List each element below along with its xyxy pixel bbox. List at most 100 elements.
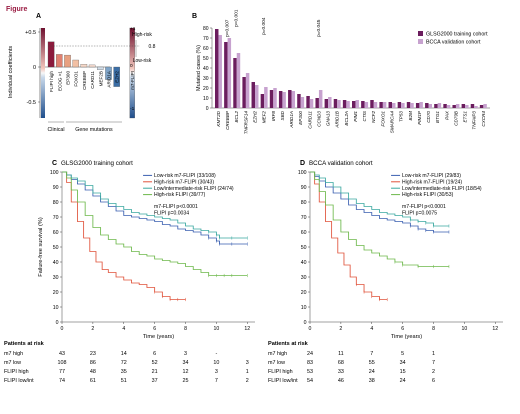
mutation-bar <box>392 103 396 108</box>
mutation-bar <box>236 53 241 108</box>
coefficient-bar <box>88 64 96 68</box>
gene-label: TP53 <box>399 111 404 122</box>
y-tick-label: 20 <box>203 86 209 92</box>
risk-table-header: Patients at risk <box>268 341 309 347</box>
y-tick-label: +0.5 <box>25 30 36 36</box>
mutation-bar <box>479 105 484 108</box>
mutation-bar <box>361 101 365 108</box>
colour-scale-bar <box>41 28 45 118</box>
x-tick-label: 12 <box>244 326 250 332</box>
category-label: EZH2 <box>115 71 120 83</box>
mutation-bar <box>300 97 305 108</box>
risk-table-value: 74 <box>59 378 65 384</box>
scale-top-label: High-risk <box>132 32 152 38</box>
mutation-bar <box>242 77 246 108</box>
scale-tick-label: 0 <box>130 63 133 69</box>
mutation-bar <box>342 100 347 108</box>
gene-label: CD79B <box>453 111 458 126</box>
mutation-bar <box>282 92 286 108</box>
mutation-bar <box>373 102 378 108</box>
mutation-bar <box>309 99 314 108</box>
y-tick-label: 20 <box>53 290 59 296</box>
gene-label: EP300 <box>298 111 303 125</box>
risk-table-row-label: m7 low <box>268 360 285 366</box>
mutation-bar <box>434 104 438 108</box>
coefficient-bar <box>56 54 63 68</box>
survival-curve <box>62 171 248 239</box>
y-tick-label: 0 <box>206 106 209 112</box>
mutation-bar <box>218 35 222 108</box>
mutation-bar <box>227 38 232 108</box>
risk-table-row-label: FLIPI high <box>268 369 293 375</box>
risk-table-value: 46 <box>338 378 344 384</box>
legend-label: BCCA validation cohort <box>426 40 481 46</box>
y-tick-label: 70 <box>301 215 307 221</box>
gene-label: NCF2 <box>371 111 376 123</box>
panel-a-coefficients: A +0.5 0 -0.5 Individual coefficients FLIPI h… <box>8 13 156 133</box>
mutation-bar <box>324 99 329 108</box>
legend-label: Low-risk m7-FLIPI (33/108) <box>154 173 216 179</box>
category-label: m7-FLIPI <box>130 71 135 90</box>
mutation-bar <box>483 104 487 108</box>
gene-label: BCL2 <box>234 111 239 123</box>
gene-label: ETS1 <box>463 111 468 123</box>
survival-curve <box>310 171 449 267</box>
mutation-bar <box>461 104 466 108</box>
y-tick-label: 0 <box>304 320 307 326</box>
risk-table-value: 83 <box>307 360 313 366</box>
risk-table-value: 33 <box>338 369 344 375</box>
panel-title: GLSG2000 training cohort <box>61 160 133 167</box>
mutation-bar <box>465 105 469 108</box>
y-tick-label: 60 <box>53 230 59 236</box>
mutation-bar <box>370 100 374 108</box>
panel-title: BCCA validation cohort <box>309 160 373 167</box>
gene-label: TNFAIP3 <box>472 111 477 130</box>
mutation-bar <box>269 90 274 108</box>
mutation-bar <box>346 101 350 108</box>
panel-label-a: A <box>36 13 41 20</box>
category-label: CARD11 <box>90 71 95 89</box>
gene-label: IRF8 <box>271 111 276 121</box>
y-tick-label: -0.5 <box>27 100 36 106</box>
mutation-bar <box>474 106 478 108</box>
y-tick-label: 0 <box>33 65 36 71</box>
gene-label: GNA13 <box>326 111 331 127</box>
gene-label: CCND3 <box>316 111 321 127</box>
risk-table-value: 10 <box>213 360 219 366</box>
y-tick-label: 50 <box>203 56 209 62</box>
risk-table-value: 21 <box>152 369 158 375</box>
mutation-bar <box>443 104 447 108</box>
x-tick-label: 0 <box>309 326 312 332</box>
p-value-annotation: p=0.004 <box>261 17 267 35</box>
risk-table-value: 77 <box>59 369 65 375</box>
coefficient-bar <box>64 54 71 68</box>
y-tick-label: 90 <box>301 185 307 191</box>
gene-label: EZH2 <box>253 111 258 123</box>
gene-label: BCL2A <box>344 111 349 126</box>
x-tick-label: 8 <box>184 326 187 332</box>
risk-table-value: 3 <box>184 351 187 357</box>
mutation-bar <box>355 100 359 108</box>
risk-table-value: 35 <box>121 369 127 375</box>
mutation-bar <box>328 97 332 108</box>
mutation-bar <box>425 103 429 108</box>
gene-label: KMT2D <box>216 110 221 126</box>
legend-swatch <box>418 39 423 44</box>
x-axis-label: Time (years) <box>143 334 174 340</box>
x-tick-label: 4 <box>370 326 373 332</box>
survival-curve <box>310 171 388 300</box>
category-label: FOXO1 <box>74 71 79 87</box>
risk-table-row-label: m7 high <box>4 351 23 357</box>
mutation-bar <box>428 104 433 108</box>
coefficient-bar <box>72 59 79 68</box>
mutation-bar <box>318 90 323 108</box>
risk-table-value: 1 <box>432 351 435 357</box>
legend-label: Low/intermediate-risk FLIPI (24/74) <box>154 186 234 192</box>
gene-label: PAX <box>444 110 449 120</box>
category-label: ECOG >1 <box>57 71 62 91</box>
x-tick-label: 2 <box>339 326 342 332</box>
risk-table-value: 34 <box>400 360 406 366</box>
risk-table-value: 37 <box>152 378 158 384</box>
mutation-bar <box>446 105 451 108</box>
gene-label: CTIS <box>362 110 367 121</box>
